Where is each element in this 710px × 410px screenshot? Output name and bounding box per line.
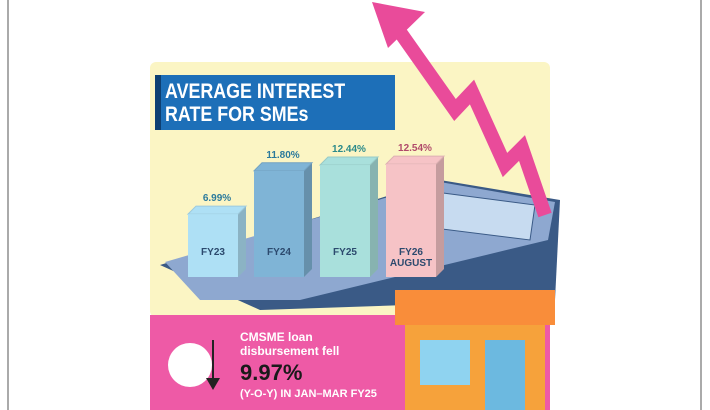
bar [254, 170, 304, 277]
bar-top [318, 156, 380, 166]
title-banner [155, 75, 395, 130]
x-tick-label: FY23 [201, 247, 225, 258]
value-label: 12.44% [332, 144, 366, 155]
bar-top [252, 162, 314, 172]
x-tick-label: FY24 [267, 247, 291, 258]
value-label: 11.80% [266, 150, 299, 161]
chart-title: AVERAGE INTEREST RATE FOR SMEs [165, 80, 346, 126]
annotation-value: 9.97% [240, 360, 303, 385]
bar-side [304, 162, 312, 277]
bar-side [238, 206, 246, 277]
shop-awning [395, 290, 555, 325]
down-icon-head [206, 378, 220, 390]
bag-icon [168, 343, 212, 387]
value-label: 6.99% [203, 193, 231, 204]
value-label: 12.54% [398, 143, 432, 154]
annotation-text: CMSME loan disbursement fell [240, 330, 340, 358]
annotation-note: (Y-O-Y) IN JAN–MAR FY25 [240, 388, 377, 400]
trend-arrow [389, 20, 552, 218]
bar-side [370, 157, 378, 277]
arrow-head [372, 2, 425, 48]
bar-top [384, 155, 446, 165]
bar [320, 165, 370, 277]
title-accent [155, 75, 161, 130]
bar [386, 164, 436, 277]
bar-side [436, 156, 444, 277]
x-tick-label: FY25 [333, 247, 357, 258]
shop-window [420, 340, 470, 385]
bar-top [186, 205, 248, 215]
bar [188, 214, 238, 277]
shop-door [485, 340, 525, 410]
x-tick-label: FY26 AUGUST [389, 247, 433, 269]
